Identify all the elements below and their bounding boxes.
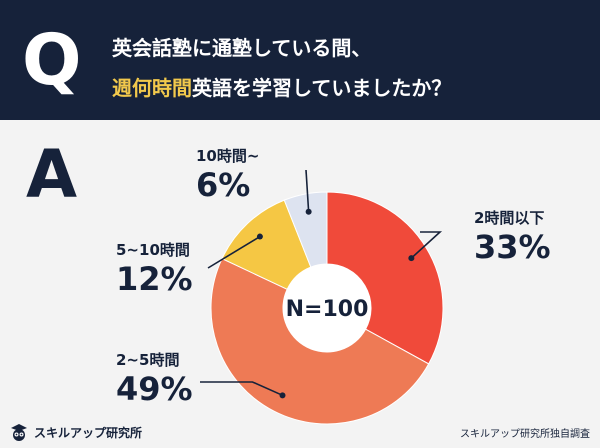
brand-logo: スキルアップ研究所 (8, 422, 142, 442)
label-slice-3: 5~10時間 12% (116, 240, 193, 298)
label-slice-2: 2~5時間 49% (116, 350, 193, 408)
leader-line-1 (410, 231, 443, 259)
leader-line-3 (207, 235, 261, 269)
survey-credit: スキルアップ研究所独自調査 (460, 429, 590, 440)
question-line-2-rest: 英語を学習していましたか？ (192, 76, 452, 100)
question-line-1: 英会話塾に通塾している間、 (112, 36, 372, 60)
label-slice-1: 2時間以下 33% (474, 208, 551, 266)
owl-icon (11, 424, 27, 441)
answer-letter: A (26, 136, 78, 213)
slice-1-percent: 33% (474, 228, 551, 266)
slice-2-percent: 49% (116, 370, 193, 408)
leader-line-4 (305, 169, 310, 212)
question-mark-letter: Q (22, 19, 82, 101)
brand-name: スキルアップ研究所 (34, 425, 143, 440)
donut-hole (283, 264, 371, 352)
leader-line-2 (200, 381, 283, 397)
center-label: N=100 (286, 297, 369, 322)
slice-4-percent: 6% (196, 166, 251, 204)
question-highlight: 週何時間 (112, 76, 192, 100)
slice-2-name: 2~5時間 (116, 351, 180, 369)
slice-4-name: 10時間~ (196, 147, 260, 165)
question-header: Q 英会話塾に通塾している間、 週何時間英語を学習していましたか？ (0, 0, 600, 120)
question-line-2: 週何時間英語を学習していましたか？ (112, 72, 451, 101)
slice-3-name: 5~10時間 (116, 241, 190, 259)
label-slice-4: 10時間~ 6% (196, 146, 259, 204)
slice-3-percent: 12% (116, 260, 193, 298)
slice-1-name: 2時間以下 (474, 209, 545, 227)
